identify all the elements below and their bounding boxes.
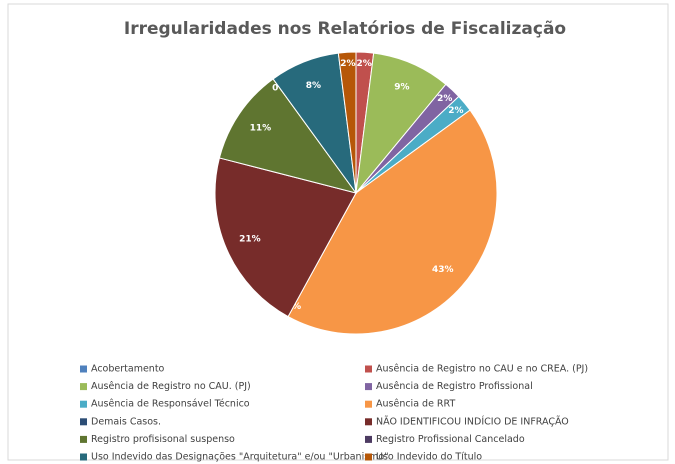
legend-label: Ausência de Registro no CAU. (PJ): [91, 381, 251, 392]
pie-slice: [337, 51, 357, 194]
legend-swatch: [365, 383, 372, 391]
legend-swatch: [365, 365, 372, 373]
legend-label: NÃO IDENTIFICOU INDÍCIO DE INFRAÇÃO: [376, 415, 569, 427]
data-label: 8%: [306, 81, 321, 91]
legend-swatch: [80, 383, 87, 391]
data-label: 43%: [432, 265, 454, 275]
legend-label: Ausência de Registro Profissional: [376, 381, 533, 392]
data-label: 2%: [437, 94, 452, 104]
legend-swatch: [365, 400, 372, 408]
pie-slice: [287, 109, 498, 335]
legend-label: Ausência de Registro no CAU e no CREA. (…: [376, 364, 588, 375]
data-label: 2%: [357, 59, 372, 69]
pie-slice: [218, 78, 358, 194]
legend-swatch: [80, 453, 87, 461]
chart-title: Irregularidades nos Relatórios de Fiscal…: [124, 19, 566, 39]
legend-label: Uso Indevido do Título: [376, 452, 482, 463]
data-label: 2%: [340, 59, 355, 69]
legend-label: Demais Casos.: [91, 416, 161, 427]
data-label: 2%: [448, 106, 463, 116]
legend-label: Ausência de RRT: [376, 399, 455, 410]
pie-slice: [214, 157, 357, 318]
legend-label: Registro Profissional Cancelado: [376, 434, 525, 445]
legend-swatch: [80, 435, 87, 443]
legend-swatch: [365, 435, 372, 443]
data-label: 11%: [250, 124, 272, 134]
legend-label: Acobertamento: [91, 364, 165, 375]
pie-slice: [355, 52, 447, 195]
legend-swatch: [80, 418, 87, 426]
legend-swatch: [365, 418, 372, 426]
data-label: 9%: [394, 82, 409, 92]
legend-label: Registro profisisonal suspenso: [91, 434, 235, 445]
legend-swatch: [80, 400, 87, 408]
data-label: 21%: [239, 234, 261, 244]
legend-swatch: [80, 365, 87, 373]
legend-label: Ausência de Responsável Técnico: [91, 399, 250, 410]
legend-label: Uso Indevido das Designações "Arquitetur…: [91, 452, 389, 463]
legend-swatch: [365, 453, 372, 461]
